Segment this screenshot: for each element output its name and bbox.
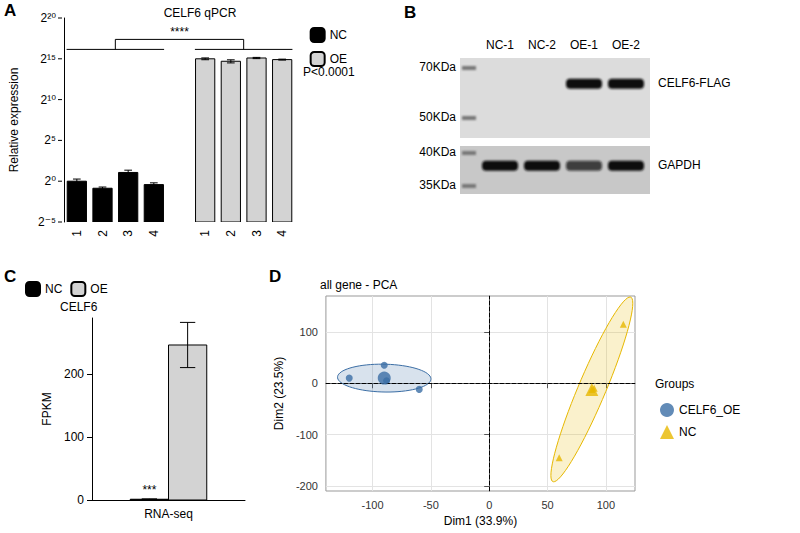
svg-text:NC-1: NC-1: [486, 38, 514, 52]
svg-text:2²⁰: 2²⁰: [41, 11, 57, 25]
svg-text:OE-2: OE-2: [612, 38, 640, 52]
svg-text:Dim1 (33.9%): Dim1 (33.9%): [444, 514, 517, 528]
svg-text:2⁻⁵: 2⁻⁵: [38, 215, 56, 229]
svg-text:4: 4: [275, 230, 289, 237]
svg-text:2⁰: 2⁰: [45, 174, 57, 188]
svg-text:CELF6-FLAG: CELF6-FLAG: [658, 76, 731, 90]
svg-text:100: 100: [64, 430, 84, 444]
svg-text:all gene - PCA: all gene - PCA: [320, 278, 397, 292]
svg-text:A: A: [4, 1, 16, 20]
svg-text:CELF6 qPCR: CELF6 qPCR: [164, 6, 237, 20]
svg-text:B: B: [404, 3, 416, 22]
svg-text:CELF6_OE: CELF6_OE: [679, 403, 740, 417]
svg-text:3: 3: [250, 230, 264, 237]
svg-text:OE: OE: [330, 52, 347, 66]
svg-text:2: 2: [96, 230, 110, 237]
svg-text:NC: NC: [679, 425, 697, 439]
svg-text:OE-1: OE-1: [570, 38, 598, 52]
svg-text:GAPDH: GAPDH: [658, 158, 701, 172]
svg-text:-100: -100: [296, 429, 318, 441]
svg-text:2¹⁵: 2¹⁵: [40, 52, 56, 66]
svg-text:P<0.0001: P<0.0001: [303, 65, 355, 79]
svg-text:100: 100: [300, 326, 318, 338]
svg-text:-50: -50: [423, 499, 439, 511]
svg-text:***: ***: [142, 483, 156, 497]
svg-text:2: 2: [224, 230, 238, 237]
svg-text:50KDa: 50KDa: [419, 110, 456, 124]
svg-text:2¹⁰: 2¹⁰: [41, 93, 57, 107]
svg-text:100: 100: [597, 499, 615, 511]
svg-text:1: 1: [198, 230, 212, 237]
svg-text:4: 4: [147, 230, 161, 237]
svg-text:RNA-seq: RNA-seq: [144, 507, 193, 521]
svg-text:1: 1: [70, 230, 84, 237]
svg-text:70KDa: 70KDa: [419, 60, 456, 74]
svg-text:NC-2: NC-2: [528, 38, 556, 52]
svg-text:3: 3: [121, 230, 135, 237]
svg-text:C: C: [4, 267, 16, 286]
svg-text:50: 50: [541, 499, 553, 511]
svg-text:NC: NC: [45, 282, 63, 296]
svg-text:35KDa: 35KDa: [419, 178, 456, 192]
svg-text:FPKM: FPKM: [40, 392, 54, 425]
svg-text:NC: NC: [330, 28, 348, 42]
svg-text:0: 0: [486, 499, 492, 511]
svg-text:Relative expression: Relative expression: [7, 68, 21, 173]
svg-text:200: 200: [64, 367, 84, 381]
svg-text:****: ****: [170, 25, 189, 39]
svg-text:Dim2 (23.5%): Dim2 (23.5%): [272, 357, 286, 430]
svg-text:40KDa: 40KDa: [419, 145, 456, 159]
svg-text:0: 0: [312, 377, 318, 389]
svg-text:OE: OE: [90, 282, 107, 296]
svg-text:-100: -100: [362, 499, 384, 511]
svg-text:-200: -200: [296, 480, 318, 492]
svg-text:0: 0: [77, 493, 84, 507]
svg-text:D: D: [269, 267, 281, 286]
svg-text:CELF6: CELF6: [60, 300, 98, 314]
svg-text:2⁵: 2⁵: [44, 133, 56, 147]
svg-text:Groups: Groups: [655, 377, 694, 391]
